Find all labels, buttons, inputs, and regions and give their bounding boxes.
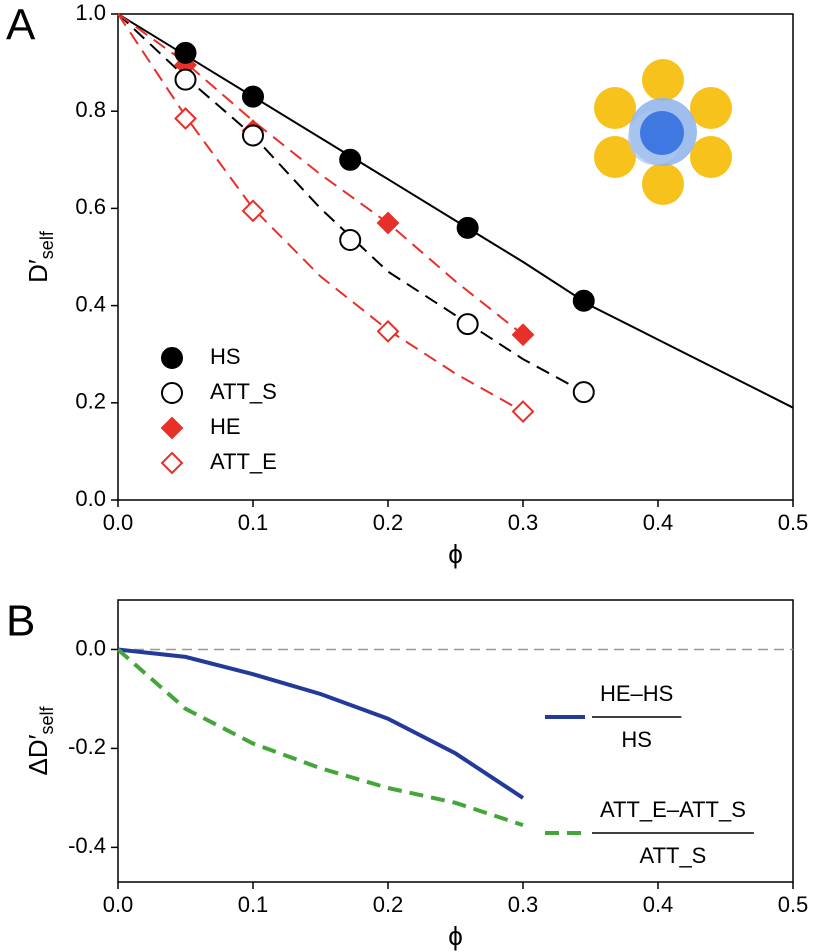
x-tick-label: 0.1 <box>238 892 269 917</box>
y-axis-label: ΔD′self <box>23 705 57 775</box>
y-axis-label-main: D′ <box>23 259 53 283</box>
x-tick-label: 0.5 <box>778 510 809 535</box>
data-point <box>456 216 479 239</box>
y-tick-label: 0.0 <box>75 635 106 660</box>
data-line <box>117 647 525 800</box>
x-tick-label: 0.0 <box>103 892 134 917</box>
y-tick-label: 0.2 <box>75 389 106 414</box>
y-tick-label: -0.4 <box>68 833 106 858</box>
y-axis-label: D′self <box>23 230 57 283</box>
x-tick-label: 0.3 <box>508 892 539 917</box>
data-point <box>376 319 400 343</box>
x-axis-label: ϕ <box>448 539 463 569</box>
particle <box>642 59 684 101</box>
data-point <box>339 228 362 251</box>
data-point <box>456 313 479 336</box>
particle <box>690 136 732 178</box>
legend-label: ATT_S <box>210 379 277 404</box>
particle <box>642 163 684 205</box>
data-point <box>242 124 264 147</box>
y-tick-label: 0.6 <box>75 194 106 219</box>
y-tick-label: 0.0 <box>75 486 106 511</box>
y-axis-label-main: ΔD′ <box>23 734 53 775</box>
x-axis-label: ϕ <box>448 921 463 951</box>
y-tick-label: 1.0 <box>75 0 106 25</box>
x-tick-label: 0.4 <box>643 510 674 535</box>
legend-marker <box>160 451 184 475</box>
x-tick-label: 0.4 <box>643 892 674 917</box>
data-line <box>116 647 524 827</box>
data-point <box>174 107 197 130</box>
particle <box>690 87 732 129</box>
data-point <box>511 323 535 347</box>
legend-marker <box>161 347 183 369</box>
x-tick-label: 0.5 <box>778 892 809 917</box>
data-point <box>572 289 595 312</box>
particle-core <box>640 111 684 155</box>
y-axis-label-sub: self <box>37 705 57 734</box>
legend-label: HE <box>210 414 241 439</box>
x-tick-label: 0.2 <box>373 510 404 535</box>
data-point <box>339 148 362 171</box>
y-tick-label: -0.2 <box>68 734 106 759</box>
legend-denominator: ATT_S <box>640 843 707 868</box>
inset-illustration <box>594 59 732 205</box>
y-tick-label: 0.8 <box>75 97 106 122</box>
y-tick-label: 0.4 <box>75 291 106 316</box>
data-point <box>242 85 264 108</box>
x-tick-label: 0.1 <box>238 510 269 535</box>
panel-letter: B <box>6 597 35 646</box>
particle <box>594 136 636 178</box>
data-point <box>174 68 197 91</box>
data-point <box>174 41 197 64</box>
data-point <box>572 381 595 404</box>
panel-letter: A <box>6 1 36 50</box>
legend-marker <box>160 416 184 440</box>
particle <box>594 87 636 129</box>
legend-numerator: ATT_E–ATT_S <box>600 797 746 822</box>
x-tick-label: 0.0 <box>103 510 134 535</box>
x-tick-label: 0.2 <box>373 892 404 917</box>
y-axis-label-sub: self <box>37 230 57 259</box>
legend-marker <box>161 382 183 404</box>
legend-label: HS <box>210 344 241 369</box>
plot-frame <box>117 599 794 883</box>
legend-numerator: HE–HS <box>600 681 673 706</box>
fit-line <box>117 13 524 336</box>
data-point <box>376 211 400 235</box>
x-tick-label: 0.3 <box>508 510 539 535</box>
legend-denominator: HS <box>621 727 652 752</box>
plot-frame <box>117 13 794 501</box>
data-point <box>511 400 535 423</box>
fit-line <box>117 13 794 409</box>
data-point <box>241 199 265 223</box>
legend-label: ATT_E <box>210 449 277 474</box>
